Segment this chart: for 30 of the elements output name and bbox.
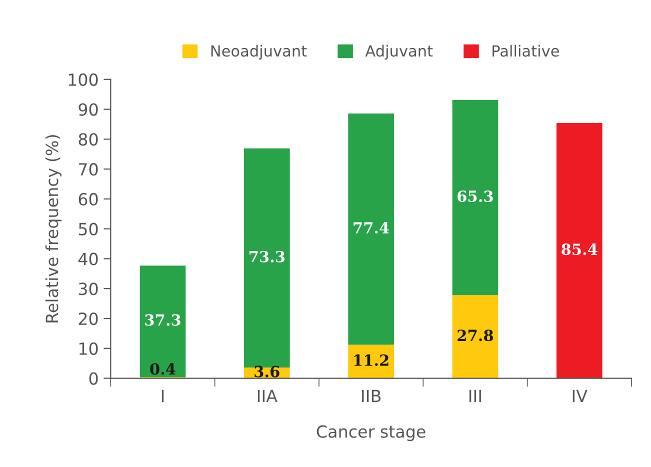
x-tick-label: IIA [258,390,278,402]
y-tick-label: 50 [78,222,98,236]
y-tick-label: 90 [78,103,98,116]
data-label: 0.4 [150,363,176,375]
x-tick-label: III [469,390,481,402]
y-tick-label: 10 [79,342,98,355]
data-label: 65.3 [458,190,493,202]
legend-label: Adjuvant [365,44,433,60]
y-tick-label: 40 [78,252,98,266]
legend-label: Neoadjuvant [211,44,307,60]
data-label: 85.4 [562,244,598,256]
x-tick-label: IV [572,390,588,402]
data-label: 37.3 [145,314,180,326]
x-tick-label: IIB [362,390,381,402]
data-label: 3.6 [254,366,280,378]
y-tick-label: 60 [78,192,98,206]
legend-label: Palliative [492,44,559,57]
y-tick-label: 20 [78,312,98,326]
y-tick-label: 100 [68,73,98,86]
y-tick-label: 70 [79,163,98,176]
x-axis-title: Cancer stage [316,425,426,442]
y-tick-label: 80 [78,133,98,146]
data-label: 77.4 [354,222,390,234]
data-label: 27.8 [458,330,494,342]
x-tick-label: I [162,390,164,402]
y-axis-title: Relative frequency (%) [45,135,62,322]
y-tick-label: 0 [89,372,98,385]
data-label: 73.3 [250,250,285,262]
y-tick-label: 30 [78,282,98,296]
data-label: 11.2 [354,354,388,366]
